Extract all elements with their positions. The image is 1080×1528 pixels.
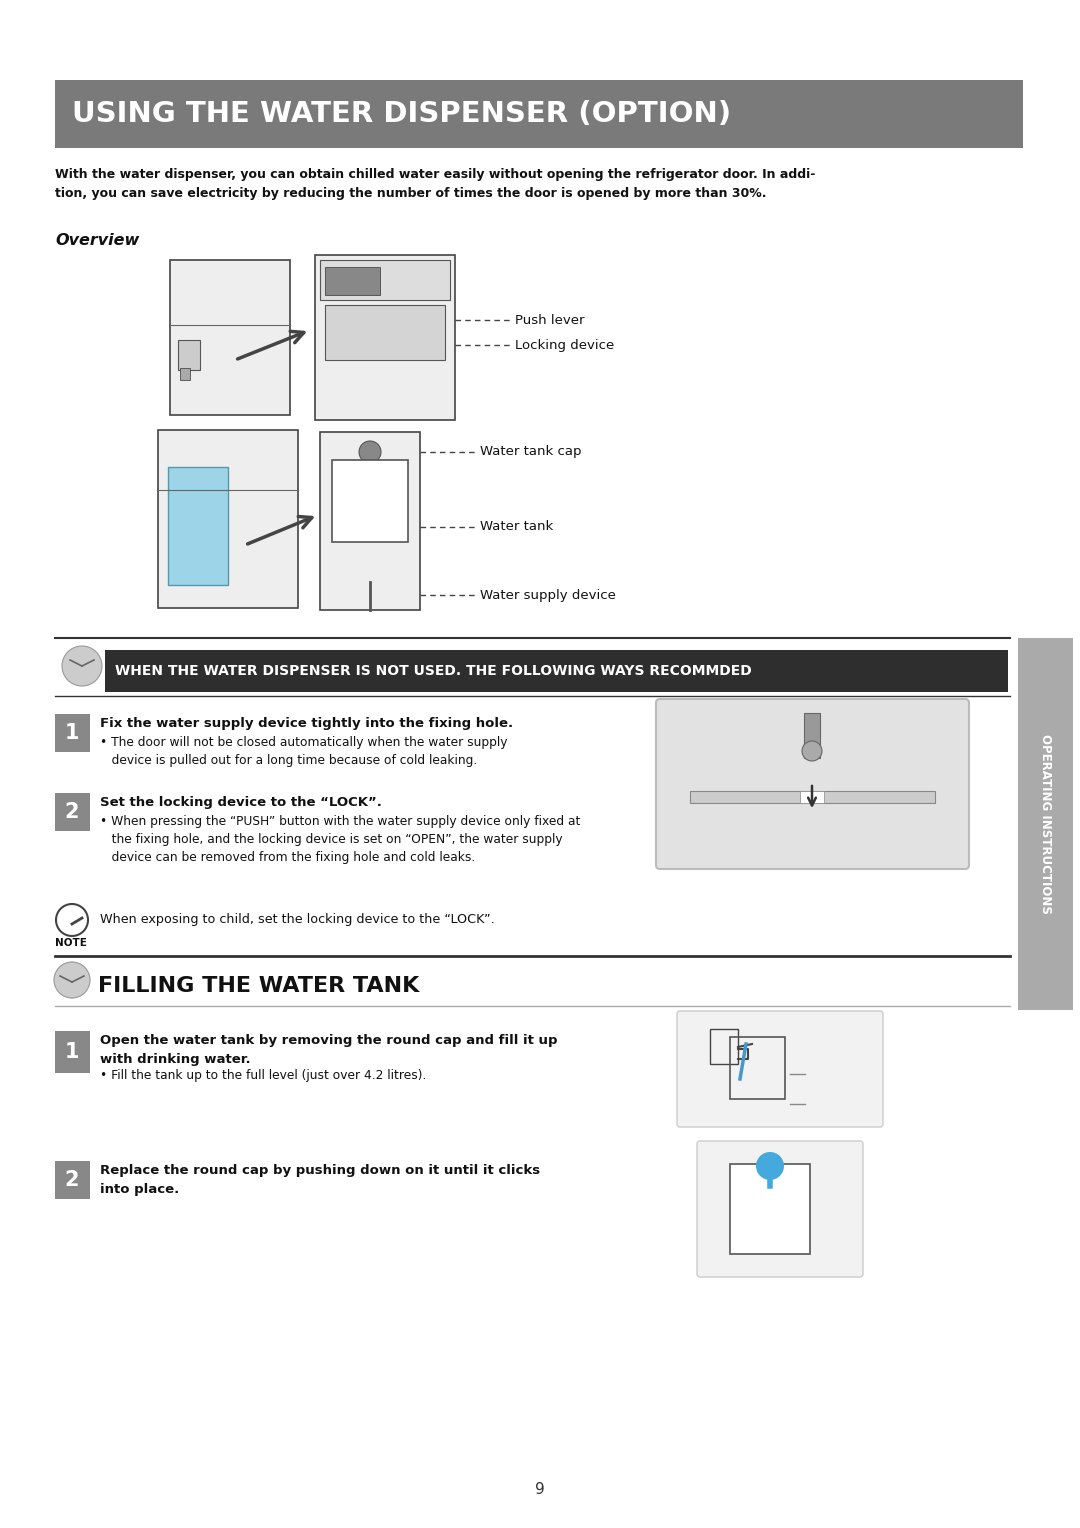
Bar: [178, 341, 200, 370]
Bar: [315, 255, 455, 420]
Text: 1: 1: [65, 723, 79, 743]
FancyBboxPatch shape: [677, 1012, 883, 1128]
Polygon shape: [55, 1161, 90, 1199]
Polygon shape: [55, 1031, 90, 1073]
Bar: [170, 260, 291, 416]
Polygon shape: [55, 793, 90, 831]
Bar: [180, 368, 190, 380]
Circle shape: [802, 741, 822, 761]
Text: Locking device: Locking device: [515, 339, 615, 351]
Bar: [325, 267, 380, 295]
Bar: [804, 714, 820, 758]
Text: 2: 2: [65, 1170, 79, 1190]
Text: • When pressing the “PUSH” button with the water supply device only fixed at
   : • When pressing the “PUSH” button with t…: [100, 814, 580, 863]
Bar: [320, 432, 420, 610]
Text: WHEN THE WATER DISPENSER IS NOT USED. THE FOLLOWING WAYS RECOMMDED: WHEN THE WATER DISPENSER IS NOT USED. TH…: [114, 665, 752, 678]
Text: NOTE: NOTE: [55, 938, 86, 947]
Bar: [730, 1038, 785, 1099]
Text: Water tank cap: Water tank cap: [480, 446, 581, 458]
Text: 2: 2: [65, 802, 79, 822]
Text: Water supply device: Water supply device: [480, 588, 616, 602]
Bar: [325, 306, 445, 361]
Bar: [105, 649, 1008, 692]
Text: With the water dispenser, you can obtain chilled water easily without opening th: With the water dispenser, you can obtain…: [55, 168, 815, 200]
Bar: [332, 460, 408, 542]
Bar: [800, 792, 824, 804]
Bar: [690, 792, 935, 804]
Circle shape: [54, 963, 90, 998]
Text: Open the water tank by removing the round cap and fill it up
with drinking water: Open the water tank by removing the roun…: [100, 1034, 557, 1067]
Text: 1: 1: [65, 1042, 79, 1062]
Text: Replace the round cap by pushing down on it until it clicks
into place.: Replace the round cap by pushing down on…: [100, 1164, 540, 1196]
Bar: [55, 79, 1023, 148]
Text: When exposing to child, set the locking device to the “LOCK”.: When exposing to child, set the locking …: [100, 914, 495, 926]
Text: OPERATING INSTRUCTIONS: OPERATING INSTRUCTIONS: [1039, 733, 1052, 914]
Bar: [168, 468, 228, 585]
Circle shape: [756, 1152, 784, 1180]
Bar: [710, 1028, 738, 1063]
Circle shape: [359, 442, 381, 463]
Text: Water tank: Water tank: [480, 521, 553, 533]
Bar: [158, 429, 298, 608]
Bar: [320, 260, 450, 299]
Text: FILLING THE WATER TANK: FILLING THE WATER TANK: [98, 976, 419, 996]
Text: Overview: Overview: [55, 232, 139, 248]
Bar: [1018, 639, 1074, 1010]
Text: Push lever: Push lever: [515, 313, 584, 327]
Text: • The door will not be closed automatically when the water supply
   device is p: • The door will not be closed automatica…: [100, 736, 508, 767]
Text: • Fill the tank up to the full level (just over 4.2 litres).: • Fill the tank up to the full level (ju…: [100, 1070, 427, 1082]
Circle shape: [62, 646, 102, 686]
Text: USING THE WATER DISPENSER (OPTION): USING THE WATER DISPENSER (OPTION): [72, 99, 731, 128]
FancyBboxPatch shape: [697, 1141, 863, 1277]
Text: Set the locking device to the “LOCK”.: Set the locking device to the “LOCK”.: [100, 796, 382, 808]
Polygon shape: [55, 714, 90, 752]
Bar: [730, 1164, 810, 1254]
Text: 9: 9: [535, 1482, 545, 1497]
FancyBboxPatch shape: [656, 698, 969, 869]
Text: Fix the water supply device tightly into the fixing hole.: Fix the water supply device tightly into…: [100, 717, 513, 730]
